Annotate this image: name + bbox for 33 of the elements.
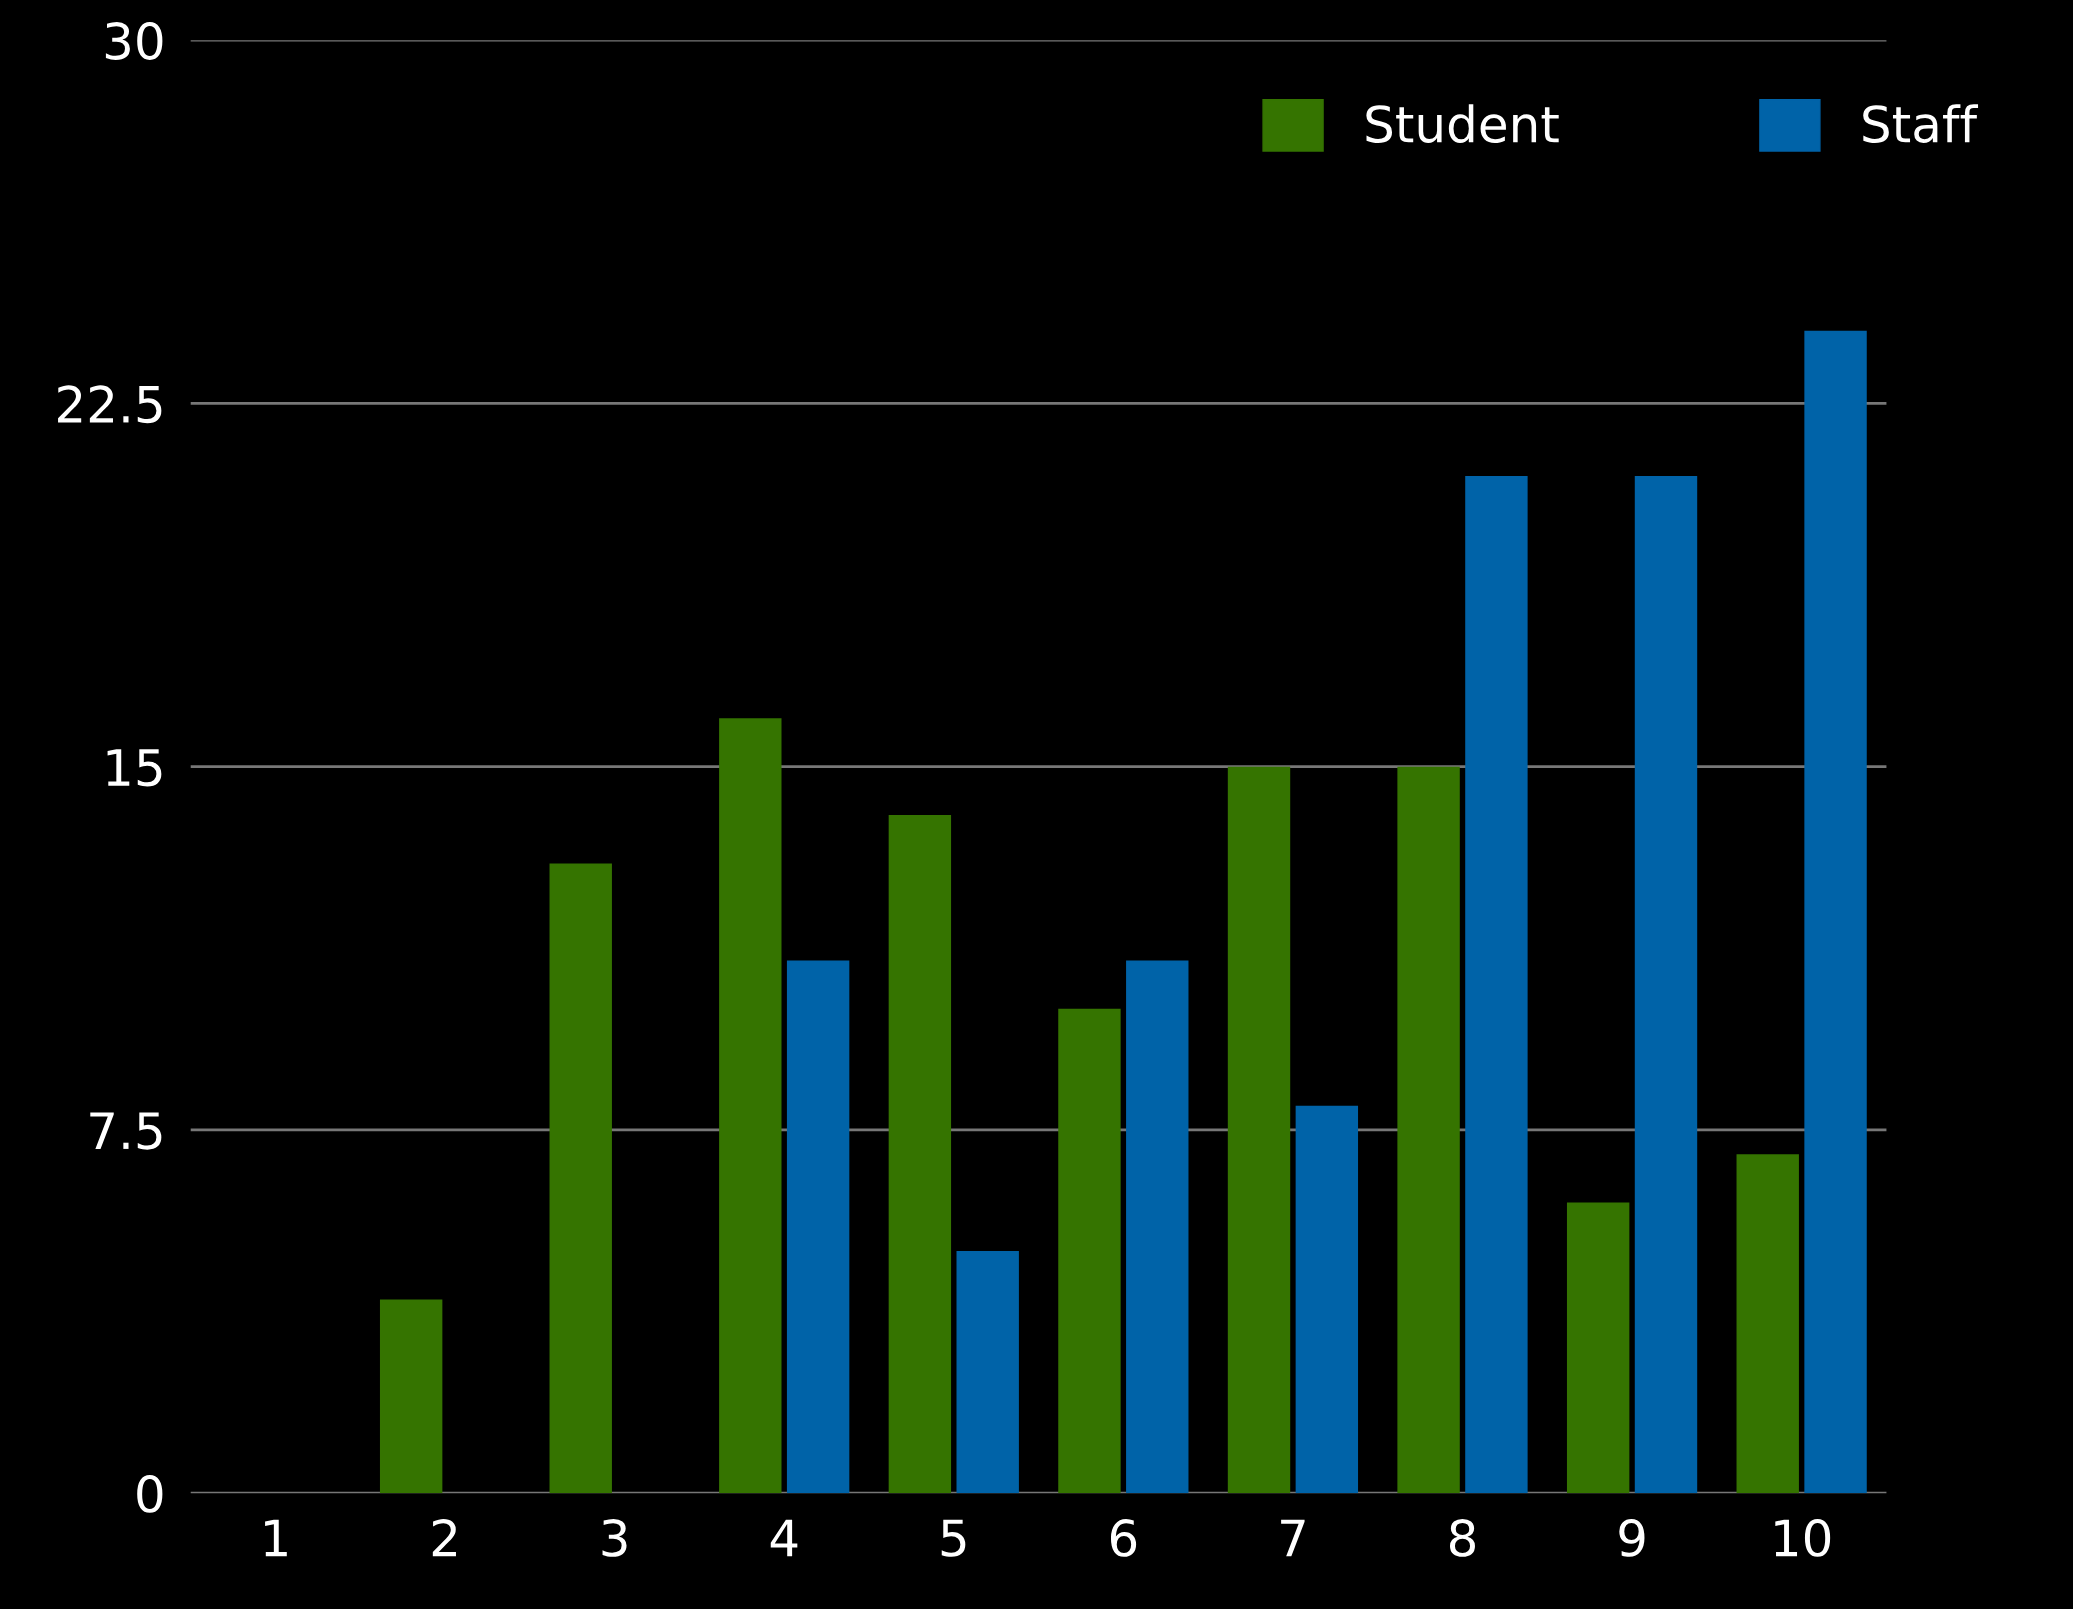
bar: [549, 863, 612, 1494]
bar: [1804, 330, 1867, 1494]
x-tick-label: 10: [1775, 1519, 1831, 1557]
y-tick-label: 15: [107, 749, 162, 787]
x-tick-label: 1: [265, 1519, 287, 1557]
y-tick-label: 0: [137, 1475, 163, 1513]
bar: [888, 815, 952, 1494]
bar: [786, 960, 850, 1494]
x-tick-label: 8: [1449, 1519, 1475, 1557]
y-tick-label: 30: [105, 22, 163, 60]
bar: [1058, 1008, 1121, 1494]
legend-label: Staff: [1863, 104, 1979, 143]
bar: [1465, 476, 1528, 1494]
x-tick-label: 2: [432, 1519, 456, 1557]
bar: [1126, 960, 1189, 1494]
bar: [719, 718, 782, 1494]
x-tick-label: 3: [602, 1519, 627, 1557]
y-tick-label: 22.5: [58, 385, 162, 424]
bar: [1634, 476, 1698, 1494]
x-tick-label: 4: [770, 1519, 798, 1557]
x-tick-label: 5: [941, 1519, 966, 1557]
y-tick-label: 7.5: [90, 1112, 162, 1150]
x-tick-label: 6: [1110, 1519, 1137, 1557]
x-tick-label: 9: [1619, 1519, 1645, 1557]
x-tick-label: 7: [1281, 1519, 1305, 1557]
bar: [1397, 766, 1460, 1494]
bar: [1736, 1154, 1799, 1494]
bar: [379, 1299, 443, 1494]
bar: [1295, 1105, 1359, 1494]
bar: [1566, 1202, 1630, 1494]
bar: [1227, 766, 1291, 1494]
legend-label: Student: [1366, 104, 1559, 143]
bar: [956, 1251, 1019, 1494]
